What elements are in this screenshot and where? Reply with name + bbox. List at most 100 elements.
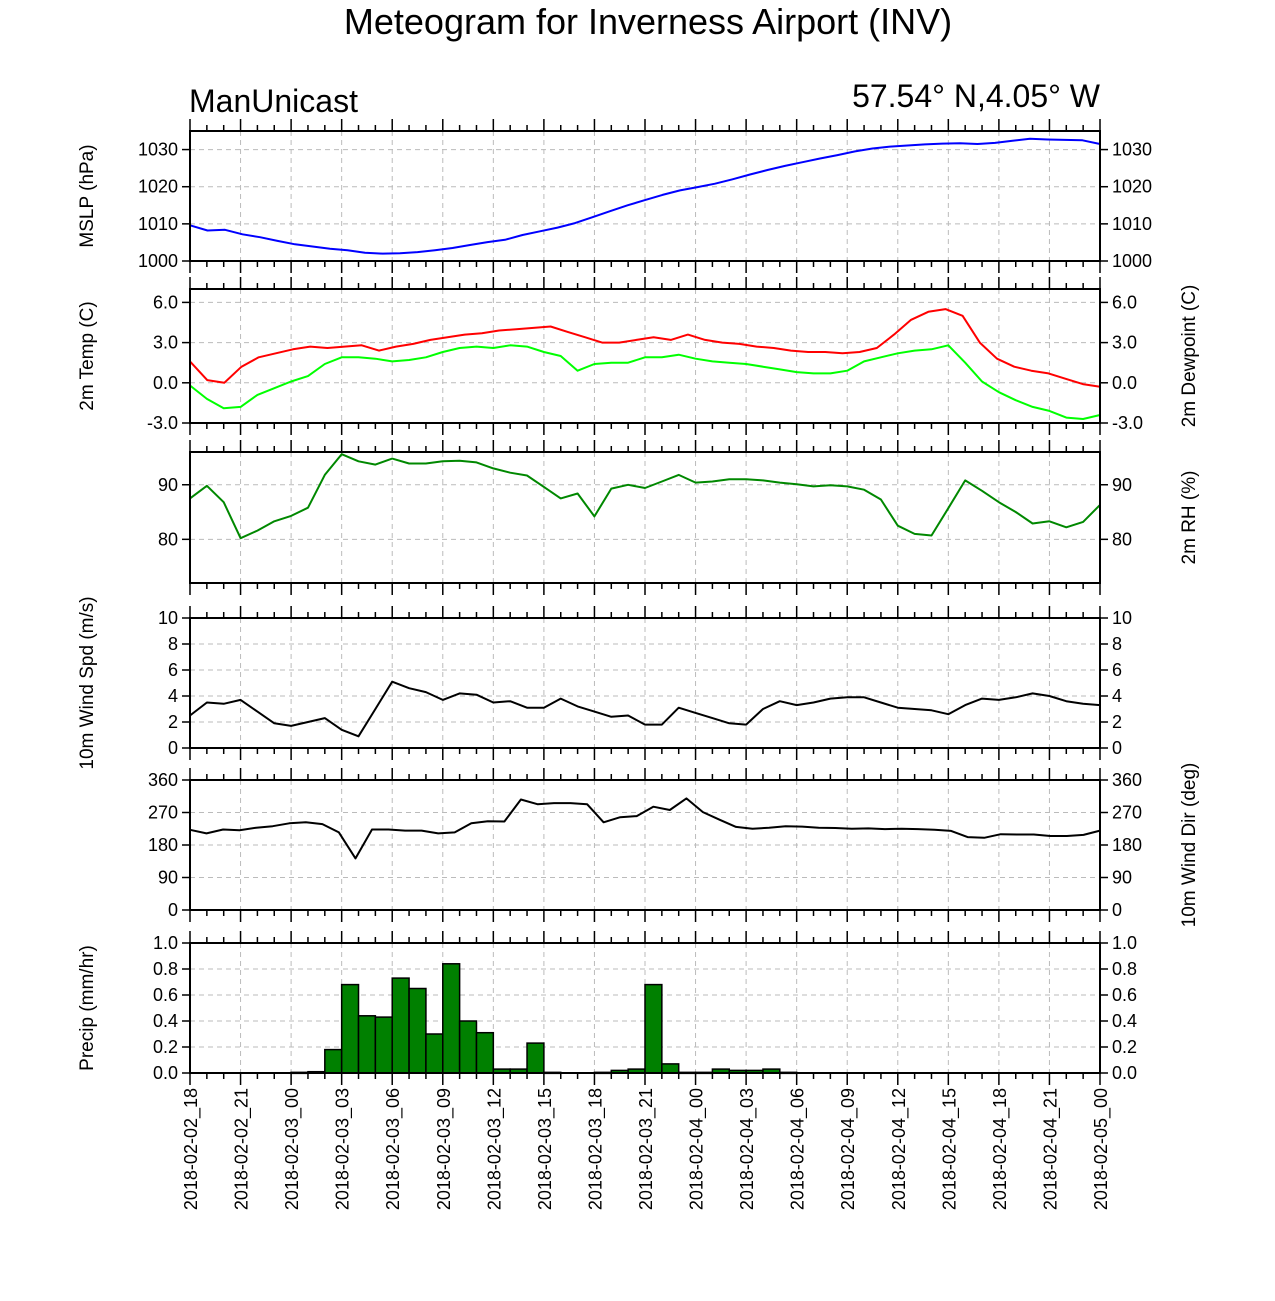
x-tick-label: 2018-02-02_18 bbox=[181, 1088, 202, 1210]
mslp-line bbox=[189, 137, 1101, 255]
x-axis: 2018-02-02_18 2018-02-02_21 2018-02-03_00 2… bbox=[181, 1088, 1112, 1210]
precip-bar bbox=[425, 1033, 444, 1074]
x-tick-label: 2018-02-04_06 bbox=[788, 1088, 809, 1210]
precip-ytick-label: 1.0 bbox=[153, 933, 178, 953]
wind-speed-ytick-label: 2 bbox=[168, 712, 178, 732]
mslp-ytick-label: 1020 bbox=[138, 177, 178, 197]
x-tick-label: 2018-02-04_00 bbox=[687, 1088, 708, 1210]
temp-ytick-label: -3.0 bbox=[147, 413, 178, 433]
precip-ytick-label: 1.0 bbox=[1112, 933, 1137, 953]
rh-line bbox=[189, 453, 1101, 540]
x-tick-label: 2018-02-04_18 bbox=[990, 1088, 1011, 1210]
precip-ytick-label: 0.2 bbox=[153, 1037, 178, 1057]
wind-speed-ytick-label: 4 bbox=[1112, 686, 1122, 706]
rh-panel: 80 80 90 90 2m RH (%) bbox=[158, 440, 1200, 595]
x-tick-label: 2018-02-03_03 bbox=[333, 1088, 354, 1210]
wind-speed-ylabel-left: 10m Wind Spd (m/s) bbox=[77, 596, 98, 769]
x-tick-label: 2018-02-03_09 bbox=[434, 1088, 455, 1210]
x-tick-label: 2018-02-04_21 bbox=[1040, 1088, 1061, 1210]
precip-bar bbox=[458, 1020, 478, 1074]
mslp-ytick-label: 1000 bbox=[1112, 251, 1152, 271]
precip-bar bbox=[408, 987, 427, 1074]
temp-line bbox=[189, 344, 1101, 420]
rh-ytick-label: 90 bbox=[1112, 475, 1132, 495]
mslp-ytick-label: 1010 bbox=[1112, 214, 1152, 234]
temp-panel: -3.0 -3.0 0.0 0.0 3.0 3.0 6.0 6.0 2m Temp (C) 2m … bbox=[77, 277, 1200, 435]
mslp-ytick-label: 1010 bbox=[138, 214, 178, 234]
rh-ytick-label: 80 bbox=[1112, 529, 1132, 549]
wind-dir-ytick-label: 270 bbox=[1112, 803, 1142, 823]
wind-dir-ytick-label: 270 bbox=[148, 803, 178, 823]
wind-speed-ytick-label: 10 bbox=[1112, 608, 1132, 628]
x-tick-label: 2018-02-03_21 bbox=[636, 1088, 657, 1210]
precip-bar bbox=[661, 1063, 680, 1074]
wind-speed-panel: 0 0 2 2 4 4 6 6 8 8 10 10 10m Wind Spd (m/s) bbox=[77, 596, 1132, 769]
x-tick-label: 2018-02-04_15 bbox=[939, 1088, 960, 1210]
precip-ytick-label: 0.8 bbox=[1112, 959, 1137, 979]
wind-speed-ytick-label: 10 bbox=[158, 608, 178, 628]
precip-bar bbox=[475, 1031, 495, 1074]
temp-ytick-label: 3.0 bbox=[153, 333, 178, 353]
temp-ylabel-left: 2m Temp (C) bbox=[77, 301, 98, 410]
precip-ytick-label: 0.4 bbox=[1112, 1011, 1137, 1031]
wind-speed-ytick-label: 8 bbox=[1112, 634, 1122, 654]
precip-panel: 0.0 0.0 0.2 0.2 0.4 0.4 0.6 0.6 0.8 0.8 1.0 1.0 Prec… bbox=[77, 931, 1137, 1085]
temp-ytick-label: 6.0 bbox=[153, 292, 178, 312]
temp-line bbox=[189, 308, 1101, 388]
wind-dir-ytick-label: 90 bbox=[158, 868, 178, 888]
precip-ytick-label: 0.0 bbox=[153, 1063, 178, 1083]
precip-ytick-label: 0.6 bbox=[1112, 985, 1137, 1005]
wind-speed-ytick-label: 2 bbox=[1112, 712, 1122, 732]
chart-title: Meteogram for Inverness Airport (INV) bbox=[344, 1, 952, 42]
precip-ytick-label: 0.6 bbox=[153, 985, 178, 1005]
rh-ytick-label: 90 bbox=[158, 475, 178, 495]
precip-bar bbox=[442, 963, 461, 1074]
wind-speed-line bbox=[189, 680, 1101, 738]
mslp-panel: 1000 1000 1010 1010 1020 1020 1030 1030 MSLP (hP… bbox=[77, 119, 1152, 273]
precip-ytick-label: 0.0 bbox=[1112, 1063, 1137, 1083]
wind-speed-ytick-label: 0 bbox=[168, 738, 178, 758]
wind-speed-ytick-label: 6 bbox=[1112, 660, 1122, 680]
wind-dir-ytick-label: 90 bbox=[1112, 868, 1132, 888]
rh-ylabel-right: 2m RH (%) bbox=[1179, 471, 1200, 565]
wind-dir-ytick-label: 360 bbox=[1112, 770, 1142, 790]
precip-ytick-label: 0.8 bbox=[153, 959, 178, 979]
mslp-ytick-label: 1030 bbox=[1112, 140, 1152, 160]
model-label: ManUnicast bbox=[189, 83, 358, 119]
temp-ytick-label: 0.0 bbox=[1112, 373, 1137, 393]
precip-bar bbox=[374, 1016, 393, 1074]
x-tick-label: 2018-02-03_12 bbox=[484, 1088, 505, 1210]
precip-bar bbox=[644, 983, 663, 1074]
temp-ytick-label: 6.0 bbox=[1112, 292, 1137, 312]
wind-dir-ytick-label: 360 bbox=[148, 770, 178, 790]
wind-dir-ylabel-right: 10m Wind Dir (deg) bbox=[1179, 763, 1200, 928]
temp-ytick-label: 3.0 bbox=[1112, 333, 1137, 353]
x-tick-label: 2018-02-02_21 bbox=[232, 1088, 253, 1210]
mslp-ytick-label: 1030 bbox=[138, 140, 178, 160]
mslp-ylabel-left: MSLP (hPa) bbox=[77, 144, 98, 247]
mslp-ytick-label: 1000 bbox=[138, 251, 178, 271]
x-tick-label: 2018-02-03_00 bbox=[282, 1088, 303, 1210]
x-tick-label: 2018-02-04_09 bbox=[838, 1088, 859, 1210]
precip-bar bbox=[391, 977, 410, 1074]
x-tick-label: 2018-02-04_03 bbox=[737, 1088, 758, 1210]
wind-speed-ytick-label: 8 bbox=[168, 634, 178, 654]
wind-dir-line bbox=[189, 797, 1101, 860]
x-tick-label: 2018-02-03_18 bbox=[585, 1088, 606, 1210]
location-label: 57.54° N,4.05° W bbox=[852, 78, 1101, 114]
temp-ylabel-right: 2m Dewpoint (C) bbox=[1179, 285, 1200, 428]
wind-speed-ytick-label: 4 bbox=[168, 686, 178, 706]
wind-dir-ytick-label: 180 bbox=[148, 835, 178, 855]
wind-speed-ytick-label: 6 bbox=[168, 660, 178, 680]
wind-speed-ytick-label: 0 bbox=[1112, 738, 1122, 758]
wind-dir-ytick-label: 180 bbox=[1112, 835, 1142, 855]
precip-bar bbox=[340, 983, 360, 1074]
precip-bar bbox=[324, 1048, 343, 1074]
precip-ytick-label: 0.4 bbox=[153, 1011, 178, 1031]
x-tick-label: 2018-02-05_00 bbox=[1091, 1088, 1112, 1210]
precip-bar bbox=[357, 1015, 377, 1074]
wind-dir-ytick-label: 0 bbox=[168, 900, 178, 920]
wind-dir-ytick-label: 0 bbox=[1112, 900, 1122, 920]
